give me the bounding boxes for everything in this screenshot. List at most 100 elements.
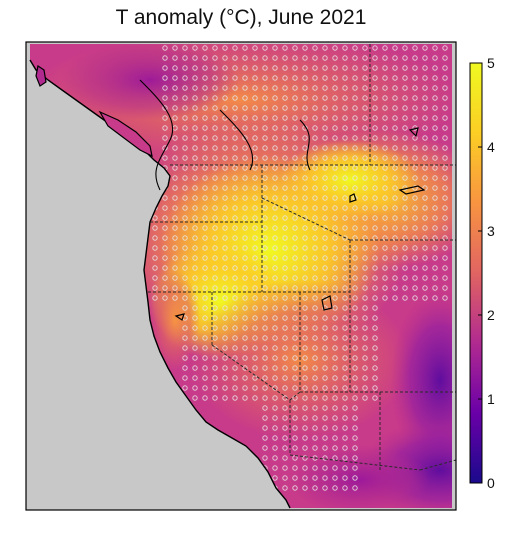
significance-dot: [202, 125, 208, 131]
significance-dot: [172, 185, 178, 191]
significance-dot: [412, 95, 418, 101]
significance-dot: [382, 115, 388, 121]
significance-dot: [342, 325, 348, 331]
significance-dot: [242, 225, 248, 231]
significance-dot: [422, 85, 428, 91]
significance-dot: [332, 295, 338, 301]
significance-dot: [332, 435, 338, 441]
lake-diefenbaker: [408, 127, 419, 138]
significance-dot: [352, 45, 358, 51]
significance-dot: [302, 405, 308, 411]
significance-dot: [282, 205, 288, 211]
significance-dot: [282, 55, 288, 61]
significance-dot: [152, 215, 158, 221]
significance-dot: [312, 215, 318, 221]
significance-dot: [162, 65, 168, 71]
significance-dot: [192, 145, 198, 151]
significance-dot: [392, 115, 398, 121]
significance-dot: [252, 255, 258, 261]
significance-dot: [332, 335, 338, 341]
significance-dot: [272, 405, 278, 411]
significance-dot: [412, 155, 418, 161]
significance-dot: [322, 385, 328, 391]
significance-dot: [242, 205, 248, 211]
significance-dot: [292, 425, 298, 431]
significance-dot: [182, 75, 188, 81]
significance-dot: [242, 305, 248, 311]
significance-dot: [372, 295, 378, 301]
significance-dot: [332, 305, 338, 311]
significance-dot: [212, 85, 218, 91]
significance-dot: [262, 45, 268, 51]
significance-dot: [352, 375, 358, 381]
significance-dot: [362, 275, 368, 281]
significance-dot: [292, 405, 298, 411]
significance-dot: [172, 145, 178, 151]
significance-dot: [222, 185, 228, 191]
significance-dot: [352, 225, 358, 231]
significance-dot: [222, 265, 228, 271]
significance-dot: [332, 405, 338, 411]
significance-dot: [342, 455, 348, 461]
significance-dot: [372, 45, 378, 51]
significance-dot: [372, 335, 378, 341]
significance-dot: [382, 85, 388, 91]
significance-dot: [322, 175, 328, 181]
significance-dot: [262, 115, 268, 121]
significance-dot: [292, 285, 298, 291]
significance-dot: [242, 345, 248, 351]
significance-dot: [312, 185, 318, 191]
significance-dot: [322, 125, 328, 131]
significance-dot: [282, 465, 288, 471]
significance-dot: [412, 215, 418, 221]
significance-dot: [392, 135, 398, 141]
significance-dot: [332, 55, 338, 61]
significance-dot: [312, 175, 318, 181]
significance-dot: [372, 345, 378, 351]
significance-dot: [212, 365, 218, 371]
significance-dot: [302, 255, 308, 261]
significance-dot: [442, 265, 448, 271]
significance-dot: [272, 195, 278, 201]
significance-dot: [342, 105, 348, 111]
significance-dot: [352, 255, 358, 261]
significance-dot: [402, 255, 408, 261]
significance-dot: [172, 55, 178, 61]
significance-dot: [302, 235, 308, 241]
significance-dot: [402, 105, 408, 111]
significance-dot: [292, 305, 298, 311]
significance-dot: [362, 75, 368, 81]
significance-dot: [292, 325, 298, 331]
significance-dot: [362, 305, 368, 311]
significance-dot: [352, 85, 358, 91]
significance-dot: [182, 65, 188, 71]
colorbar-ticks: 0 1 2 3 4 5: [478, 55, 495, 491]
significance-dot: [262, 175, 268, 181]
significance-dot: [262, 455, 268, 461]
significance-dot: [232, 355, 238, 361]
significance-dot: [352, 465, 358, 471]
significance-dot: [282, 285, 288, 291]
significance-dot: [402, 125, 408, 131]
significance-dot: [172, 95, 178, 101]
significance-dot: [212, 355, 218, 361]
significance-dot: [242, 95, 248, 101]
significance-dot: [432, 185, 438, 191]
significance-dot: [262, 415, 268, 421]
significance-dot: [422, 175, 428, 181]
significance-dot: [332, 325, 338, 331]
significance-dot: [262, 345, 268, 351]
significance-dot: [362, 115, 368, 121]
significance-dot: [282, 235, 288, 241]
significance-dot: [272, 205, 278, 211]
significance-dot: [252, 125, 258, 131]
significance-dot: [392, 295, 398, 301]
significance-dot: [232, 315, 238, 321]
significance-dot: [222, 195, 228, 201]
significance-dot: [222, 325, 228, 331]
significance-dot: [232, 215, 238, 221]
significance-dot: [302, 455, 308, 461]
significance-dot: [192, 395, 198, 401]
significance-dot: [382, 295, 388, 301]
significance-dot: [312, 385, 318, 391]
